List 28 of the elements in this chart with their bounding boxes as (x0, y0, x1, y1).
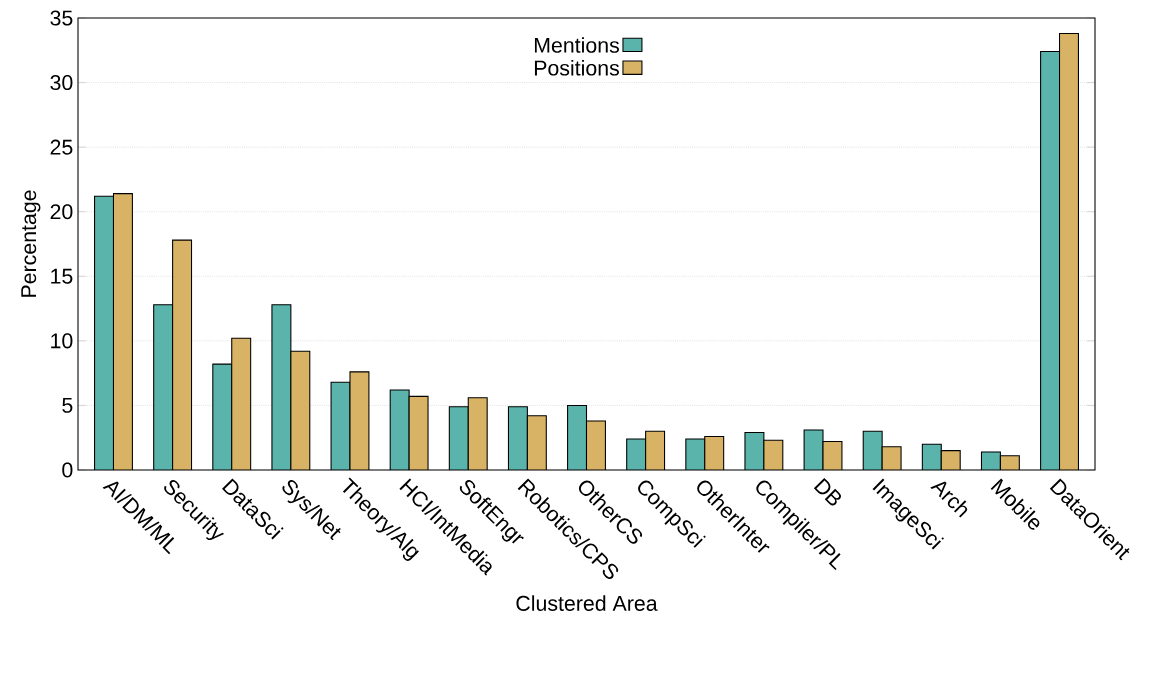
x-axis-title: Clustered Area (516, 595, 658, 611)
y-tick-label: 5 (62, 397, 73, 413)
y-axis-title: Percentage (21, 190, 41, 297)
y-tick-label: 30 (50, 75, 73, 91)
bar (468, 397, 488, 470)
bar (231, 338, 251, 470)
bar (586, 420, 606, 470)
y-tick-label: 0 (62, 462, 73, 478)
bar (704, 436, 724, 470)
bar (212, 364, 232, 470)
bar (153, 304, 173, 470)
y-tick-label: 15 (51, 268, 73, 284)
bar (1040, 51, 1061, 470)
bar (567, 405, 587, 470)
legend-label: Mentions (534, 37, 619, 53)
y-tick-label: 20 (50, 204, 73, 220)
bar (113, 193, 133, 470)
bar (172, 240, 192, 470)
legend-label: Positions (534, 59, 619, 76)
bar (1058, 32, 1079, 470)
bar (449, 406, 469, 470)
bar (527, 415, 547, 470)
y-tick-label: 25 (50, 139, 73, 155)
y-tick-label: 35 (50, 10, 73, 26)
bar (508, 406, 528, 470)
bar (94, 196, 114, 470)
bar (645, 431, 665, 470)
y-tick-label: 10 (51, 333, 73, 349)
